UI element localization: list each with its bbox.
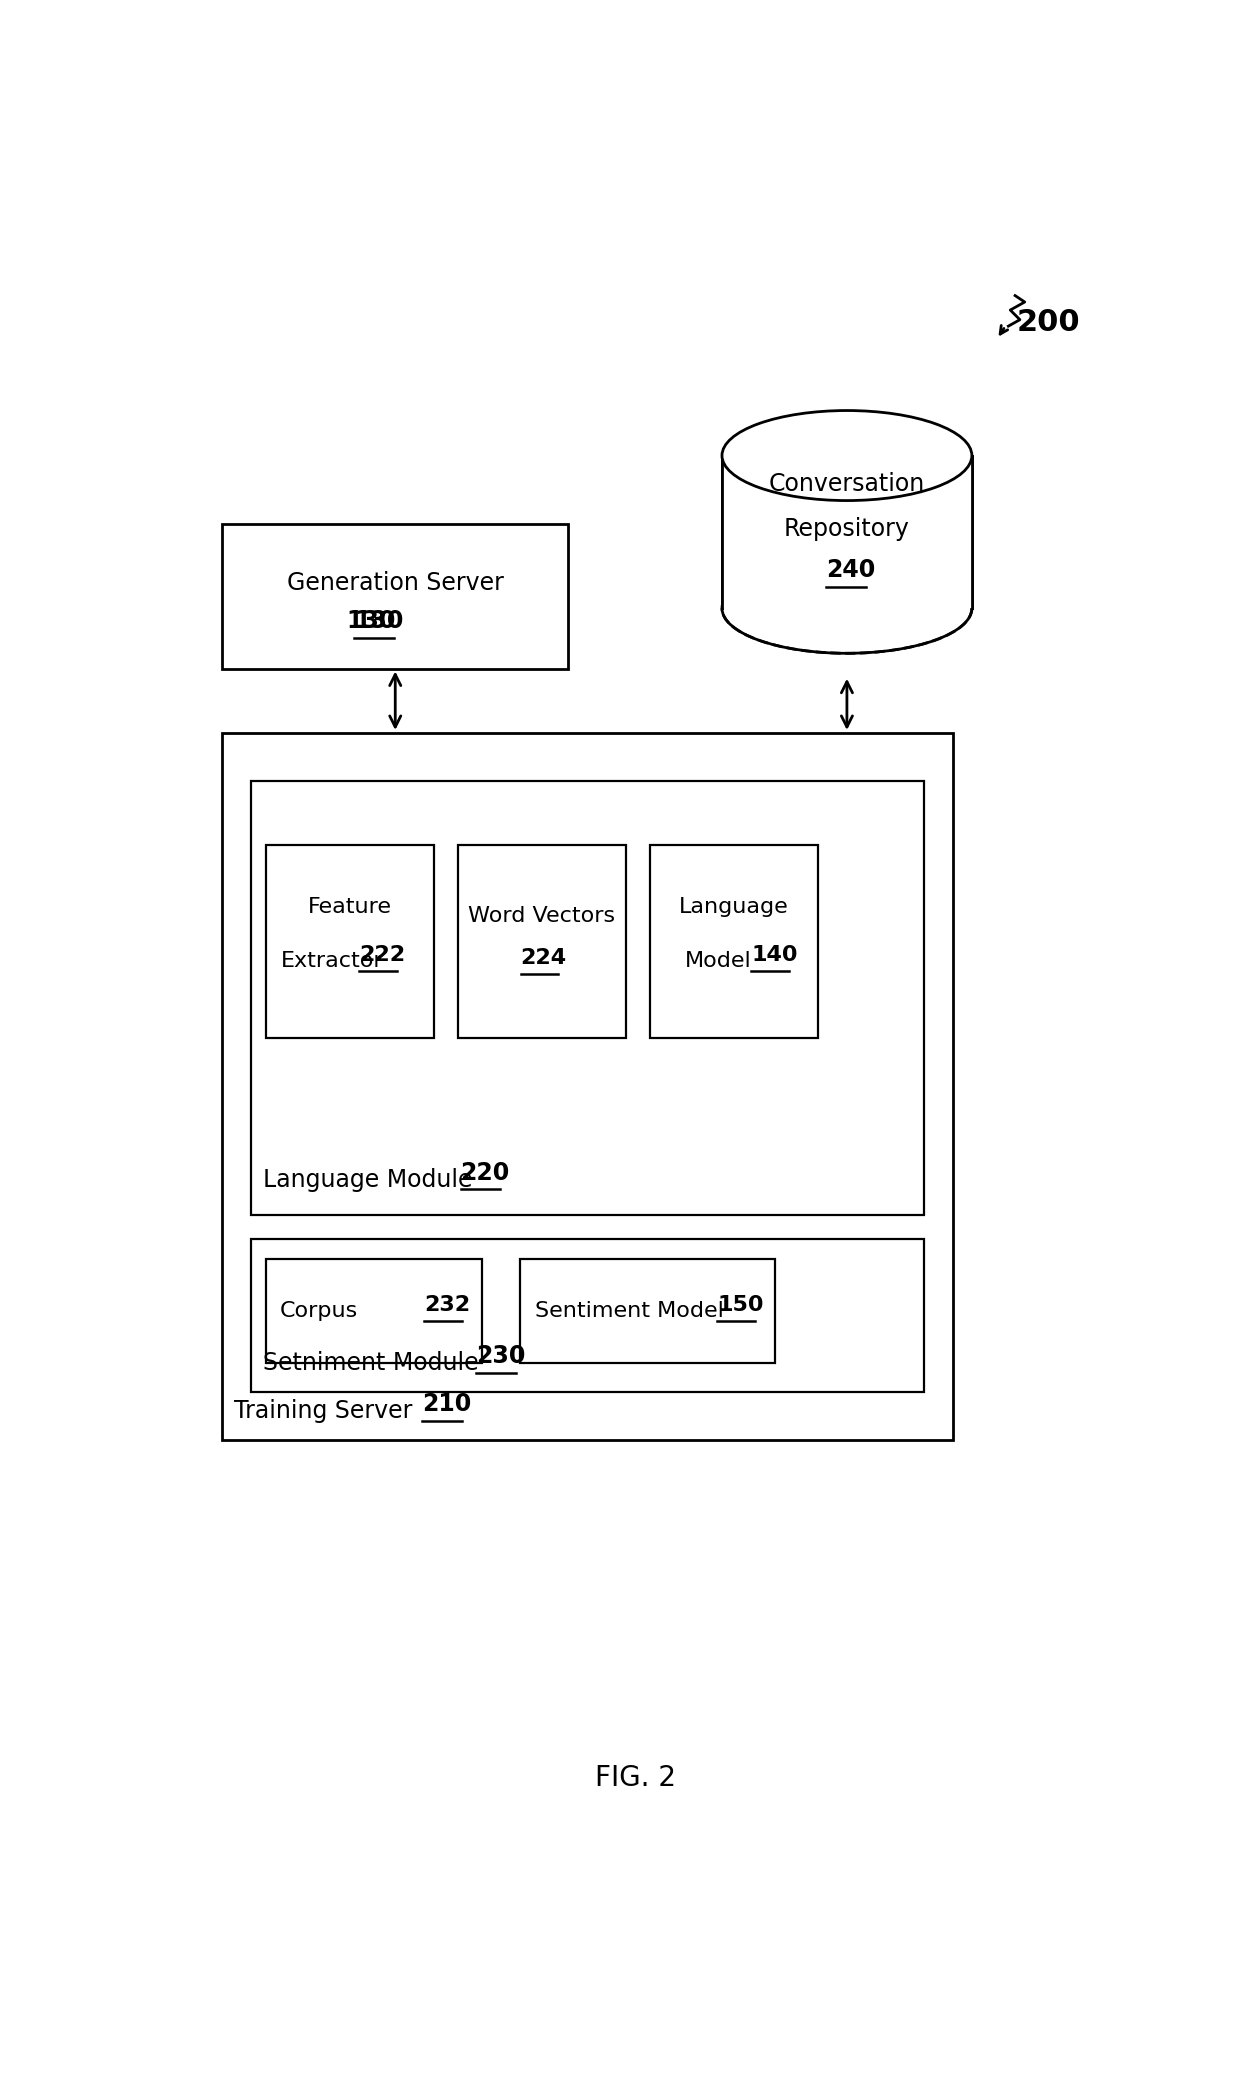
Text: 230: 230 [476, 1345, 526, 1368]
FancyBboxPatch shape [250, 1240, 924, 1393]
FancyBboxPatch shape [222, 524, 568, 668]
Text: Corpus: Corpus [280, 1301, 358, 1322]
Text: 150: 150 [717, 1295, 764, 1315]
Text: Extractor: Extractor [281, 952, 383, 971]
Text: 130: 130 [346, 610, 396, 633]
Ellipse shape [722, 564, 972, 654]
Text: Feature: Feature [308, 896, 392, 917]
Text: 232: 232 [424, 1295, 470, 1315]
Text: 130: 130 [353, 610, 403, 633]
Text: Sentiment Model: Sentiment Model [534, 1301, 723, 1322]
Text: 240: 240 [826, 557, 875, 583]
Text: Language: Language [680, 896, 789, 917]
Text: Repository: Repository [784, 516, 910, 541]
Text: FIG. 2: FIG. 2 [595, 1764, 676, 1792]
Text: 224: 224 [521, 948, 567, 969]
Text: 220: 220 [460, 1161, 510, 1184]
FancyBboxPatch shape [722, 455, 972, 608]
Ellipse shape [722, 411, 972, 501]
FancyBboxPatch shape [521, 1259, 775, 1363]
FancyBboxPatch shape [222, 733, 952, 1441]
Text: Word Vectors: Word Vectors [469, 906, 615, 927]
FancyBboxPatch shape [265, 1259, 481, 1363]
Text: Language Module: Language Module [263, 1167, 472, 1192]
FancyBboxPatch shape [458, 846, 626, 1038]
Text: Generation Server: Generation Server [286, 572, 503, 595]
Text: 210: 210 [422, 1393, 471, 1416]
FancyBboxPatch shape [650, 846, 818, 1038]
Text: Model: Model [686, 952, 751, 971]
Text: 140: 140 [751, 946, 797, 965]
Text: Setniment Module: Setniment Module [263, 1351, 479, 1376]
FancyBboxPatch shape [265, 846, 434, 1038]
Text: 200: 200 [1017, 309, 1080, 338]
Text: 222: 222 [360, 946, 405, 965]
FancyBboxPatch shape [250, 781, 924, 1215]
Text: Training Server: Training Server [234, 1399, 412, 1424]
Text: Conversation: Conversation [769, 472, 925, 495]
